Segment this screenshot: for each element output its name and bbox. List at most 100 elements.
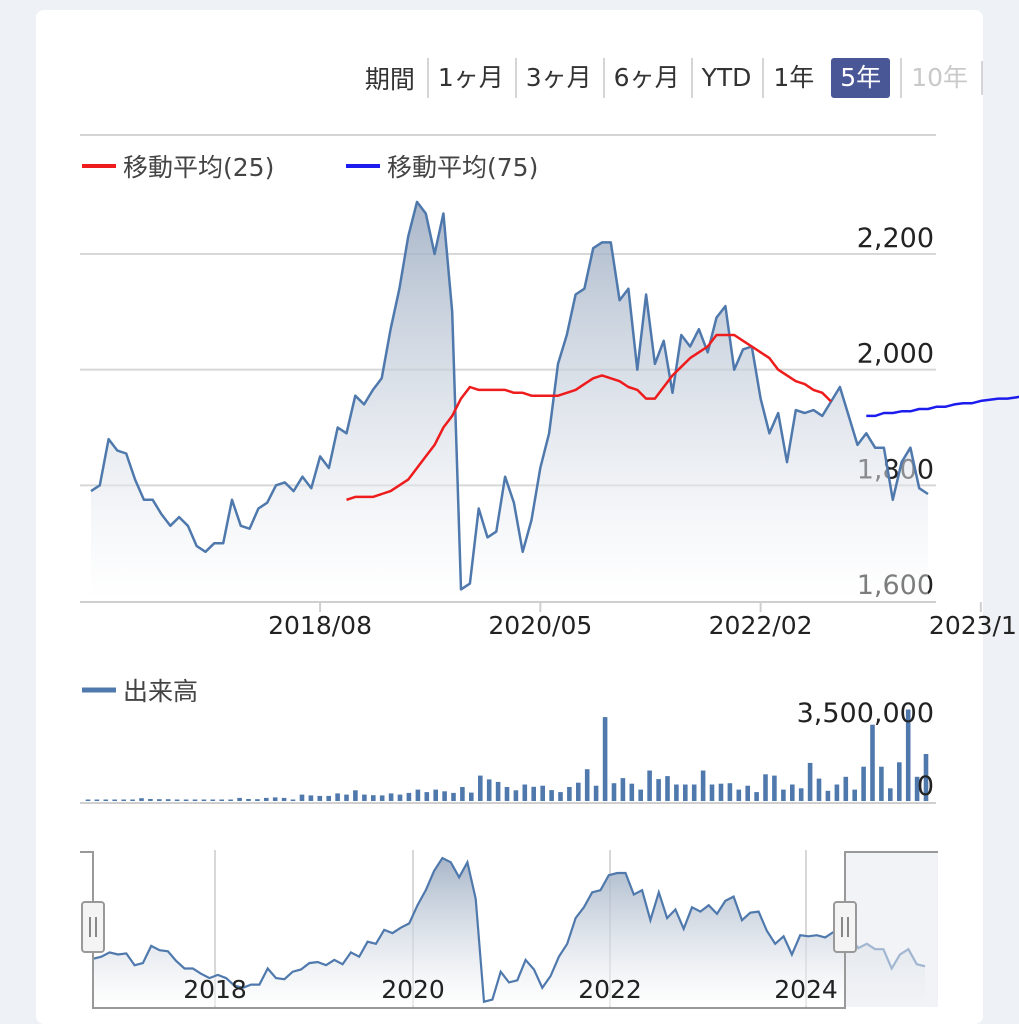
y-tick-label: 2,200 xyxy=(857,223,934,254)
volume-bar xyxy=(691,784,697,801)
volume-bar xyxy=(522,784,528,801)
volume-bar xyxy=(335,793,340,801)
volume-bar xyxy=(210,799,216,801)
navigator-x-label: 2020 xyxy=(381,975,445,1004)
volume-bar xyxy=(504,787,510,801)
volume-bar xyxy=(85,799,91,801)
volume-bar xyxy=(121,799,126,801)
volume-bar xyxy=(647,770,652,801)
volume-bar xyxy=(700,770,706,801)
volume-bar xyxy=(790,784,795,801)
volume-bar xyxy=(576,782,581,801)
navigator-line xyxy=(92,856,926,1004)
period-selector: 期間 1ヶ月 3ヶ月 6ヶ月 YTD 1年 5年 10年 xyxy=(365,56,983,100)
volume-bar xyxy=(442,791,447,801)
volume-bar xyxy=(798,788,804,801)
volume-bar xyxy=(914,776,920,801)
volume-bar xyxy=(549,790,554,801)
volume-bar xyxy=(344,794,349,801)
volume-bar xyxy=(433,789,438,801)
x-tick-label: 2022/02 xyxy=(709,611,813,640)
volume-bar xyxy=(870,724,875,801)
volume-bar xyxy=(460,787,465,801)
volume-bar xyxy=(531,786,536,801)
volume-bar xyxy=(406,792,412,801)
volume-bar xyxy=(139,798,144,801)
volume-bar xyxy=(308,795,314,801)
volume-bar xyxy=(148,799,153,801)
volume-bar xyxy=(754,792,759,801)
volume-bar xyxy=(495,781,501,801)
volume-bar xyxy=(201,799,207,801)
volume-bar xyxy=(246,799,251,801)
period-6m-button[interactable]: 6ヶ月 xyxy=(602,58,689,98)
volume-bar xyxy=(656,779,661,801)
volume-bar xyxy=(255,799,260,801)
volume-bar xyxy=(103,799,109,801)
volume-bar xyxy=(290,799,296,801)
volume-bar xyxy=(897,762,902,801)
volume-bar xyxy=(825,790,831,801)
period-divider xyxy=(981,61,983,95)
volume-bar xyxy=(281,797,287,801)
volume-bar xyxy=(584,769,590,801)
volume-bar xyxy=(638,789,643,801)
period-1m-button[interactable]: 1ヶ月 xyxy=(426,58,513,98)
volume-bar xyxy=(602,717,608,801)
navigator-area xyxy=(93,858,925,1006)
volume-y-tick-label: 0 xyxy=(917,771,934,802)
volume-bar xyxy=(843,776,849,801)
volume-bar xyxy=(736,789,742,801)
volume-bar xyxy=(718,783,724,801)
volume-bar xyxy=(469,792,474,801)
volume-bar xyxy=(388,793,394,801)
navigator-x-label: 2024 xyxy=(774,975,838,1004)
volume-bar xyxy=(781,789,786,801)
volume-bar xyxy=(558,792,563,801)
period-3m-button[interactable]: 3ヶ月 xyxy=(514,58,601,98)
x-tick-label: 2018/08 xyxy=(268,611,372,640)
volume-bar xyxy=(183,799,189,801)
volume-bar xyxy=(353,790,358,801)
navigator-left-handle[interactable] xyxy=(81,901,105,953)
volume-bar xyxy=(371,795,376,801)
volume-bar xyxy=(174,799,180,801)
volume-bar xyxy=(593,785,599,801)
navigator-right-handle[interactable] xyxy=(833,901,857,953)
volume-bar xyxy=(674,784,679,801)
volume-bar xyxy=(424,792,430,801)
volume-bar xyxy=(861,766,866,801)
volume-bar xyxy=(228,799,233,801)
volume-bar xyxy=(709,784,715,801)
volume-bar xyxy=(165,799,171,801)
volume-bar xyxy=(486,779,492,801)
volume-bar xyxy=(772,775,777,801)
x-tick-label: 2023/11 xyxy=(929,611,1019,640)
navigator-x-label: 2018 xyxy=(183,975,247,1004)
volume-bar xyxy=(629,783,635,801)
navigator-outside-mask xyxy=(846,853,938,1007)
ma25-line xyxy=(346,333,832,501)
volume-bar xyxy=(237,797,242,801)
volume-bar xyxy=(665,776,670,801)
x-tick-label: 2020/05 xyxy=(488,611,592,640)
period-10y-button: 10年 xyxy=(900,58,977,98)
volume-bar xyxy=(317,795,323,801)
volume-bar xyxy=(362,794,367,801)
volume-bar xyxy=(157,799,162,801)
volume-bar xyxy=(745,785,750,801)
volume-bar xyxy=(326,795,331,801)
period-label: 期間 xyxy=(364,65,415,94)
volume-bar xyxy=(852,789,857,801)
price-area-fill xyxy=(91,201,928,601)
volume-bar xyxy=(888,788,893,801)
volume-bar xyxy=(834,784,840,801)
volume-bar xyxy=(513,790,519,801)
navigator-x-label: 2022 xyxy=(578,975,642,1004)
period-ytd-button[interactable]: YTD xyxy=(690,58,761,98)
volume-bar xyxy=(620,778,626,801)
volume-bar xyxy=(379,795,385,801)
period-1y-button[interactable]: 1年 xyxy=(762,58,823,98)
period-5y-button[interactable]: 5年 xyxy=(831,58,891,98)
